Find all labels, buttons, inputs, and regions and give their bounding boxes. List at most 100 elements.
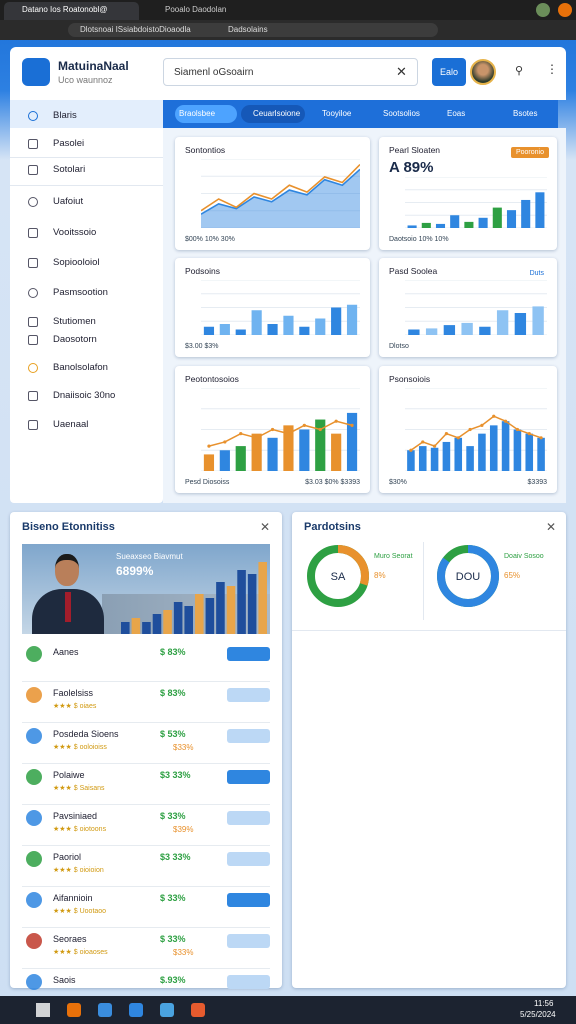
row-value: $ 33% xyxy=(160,934,186,944)
bar xyxy=(152,614,162,634)
nav-icon[interactable] xyxy=(28,258,38,268)
nav-icon[interactable] xyxy=(28,420,38,430)
donut-center: SA xyxy=(331,571,346,583)
close-icon[interactable]: ✕ xyxy=(546,520,557,534)
tab-label[interactable]: Tooyiloe xyxy=(322,109,352,118)
profile-avatar[interactable] xyxy=(536,3,550,17)
taskbar-icon[interactable] xyxy=(191,1003,205,1017)
line-point xyxy=(270,427,275,432)
user-avatar[interactable] xyxy=(470,59,496,85)
tab-label[interactable]: Bsotes xyxy=(513,109,538,118)
nav-icon[interactable] xyxy=(28,317,38,327)
chart xyxy=(121,562,267,634)
bar xyxy=(267,437,278,471)
search-box[interactable]: Siamenl oGsoairn ✕ xyxy=(163,58,418,86)
tab xyxy=(4,2,139,20)
nav-item[interactable]: Banolsolafon xyxy=(53,362,108,373)
nav-item[interactable]: Blaris xyxy=(53,110,77,121)
search-icon[interactable]: ⚲ xyxy=(515,65,524,77)
card-footer: Pesd Diosoiss xyxy=(185,479,230,486)
bar xyxy=(346,412,358,471)
taskbar-icon[interactable] xyxy=(129,1003,143,1017)
nav-item[interactable]: Daosotorn xyxy=(53,334,97,345)
nav-item[interactable]: Uaenaal xyxy=(53,419,89,430)
chart xyxy=(405,280,547,335)
bar xyxy=(251,310,262,335)
tab-label[interactable]: Ceuarlsoione xyxy=(253,109,301,118)
taskbar-icon[interactable] xyxy=(98,1003,112,1017)
nav-item[interactable]: Dnaiisoic 30no xyxy=(53,390,116,401)
line-point xyxy=(515,427,520,432)
taskbar-icon[interactable] xyxy=(36,1003,50,1017)
nav-icon[interactable] xyxy=(28,197,38,207)
nav-item[interactable]: Sotolari xyxy=(53,164,86,175)
line-point xyxy=(255,436,259,440)
nav-icon[interactable] xyxy=(28,228,38,238)
bar xyxy=(226,586,236,634)
bar xyxy=(173,602,183,634)
bar xyxy=(430,447,439,471)
nav-icon[interactable] xyxy=(28,111,38,121)
row-divider xyxy=(22,968,270,969)
bar xyxy=(299,429,310,471)
line-point xyxy=(444,432,449,436)
legend-label: Doaiv Sosoo xyxy=(504,553,544,560)
url-text[interactable]: Dlotsnoai ISsiabdoistoDioaodla xyxy=(80,25,191,34)
nav-icon[interactable] xyxy=(28,391,38,401)
nav-item[interactable]: Pasmsootion xyxy=(53,287,108,298)
card-title: Peotontosoios xyxy=(185,374,239,384)
tab-label[interactable]: Eoas xyxy=(447,109,466,118)
divider xyxy=(10,185,163,186)
taskbar-icon[interactable] xyxy=(67,1003,81,1017)
banner: Sueaxseo Biavmut 6899% xyxy=(22,544,270,634)
row-button[interactable] xyxy=(227,647,270,661)
row-name: Saois xyxy=(53,975,76,985)
row-button[interactable] xyxy=(227,729,270,743)
header-button[interactable]: Ealo xyxy=(432,58,466,86)
nav-icon[interactable] xyxy=(28,139,38,149)
tab-bar xyxy=(0,0,576,20)
card-footer: Daotsoio 10% 10% xyxy=(389,236,449,243)
extension-icon[interactable] xyxy=(558,3,572,17)
person-head xyxy=(55,554,79,586)
bar xyxy=(408,329,420,335)
row-icon xyxy=(26,769,42,785)
nav-item[interactable]: Vooitssoio xyxy=(53,227,97,238)
line-point xyxy=(286,432,291,436)
nav-icon[interactable] xyxy=(28,363,38,373)
nav-item[interactable]: Sopiooloiol xyxy=(53,257,100,268)
chart xyxy=(201,388,360,471)
tab-label[interactable]: Braolsbee xyxy=(179,109,216,118)
row-button[interactable] xyxy=(227,975,270,989)
row-button[interactable] xyxy=(227,852,270,866)
card-footer: $3393 xyxy=(527,479,547,486)
row-button[interactable] xyxy=(227,934,270,948)
chart xyxy=(201,280,360,335)
nav-icon[interactable] xyxy=(28,335,38,345)
close-icon[interactable]: ✕ xyxy=(260,520,271,534)
bar xyxy=(521,199,531,228)
row-button[interactable] xyxy=(227,770,270,784)
row-name: Aifannioin xyxy=(53,893,93,903)
tab-label[interactable]: Sootsolios xyxy=(383,109,420,118)
row-name: Faolelsiss xyxy=(53,688,94,698)
bookmark[interactable]: Dadsolains xyxy=(228,25,268,34)
legend-value: 8% xyxy=(374,571,386,580)
bar xyxy=(331,433,342,471)
row-button[interactable] xyxy=(227,811,270,825)
row-button[interactable] xyxy=(227,893,270,907)
bar xyxy=(247,574,257,634)
nav-item[interactable]: Pasolei xyxy=(53,138,85,149)
row-button[interactable] xyxy=(227,688,270,702)
row-value: $ 83% xyxy=(160,647,186,657)
logo xyxy=(22,58,50,86)
nav-icon[interactable] xyxy=(28,288,38,298)
row-divider xyxy=(22,927,270,928)
nav-icon[interactable] xyxy=(28,165,38,175)
menu-icon[interactable]: ⋮ xyxy=(546,62,558,76)
bar xyxy=(492,207,502,228)
bar xyxy=(237,570,246,634)
nav-item[interactable]: Uafoiut xyxy=(53,196,84,207)
nav-item[interactable]: Stutiomen xyxy=(53,316,96,327)
taskbar-icon[interactable] xyxy=(160,1003,174,1017)
